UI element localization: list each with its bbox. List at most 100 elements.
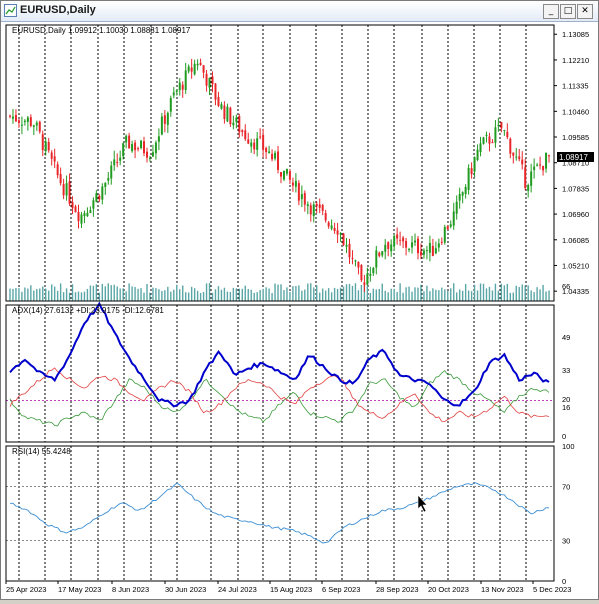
candle-body — [250, 142, 253, 147]
adx-scale-label: 33 — [562, 366, 570, 375]
panel-frame — [5, 445, 555, 582]
grid-lines — [18, 25, 527, 581]
candle-body — [44, 141, 47, 152]
candle-body — [473, 157, 476, 172]
candle-body — [345, 244, 348, 247]
candle-body — [419, 251, 422, 256]
adx-scale-label: 16 — [562, 403, 570, 412]
adx-scale-label: 20 — [562, 395, 570, 404]
price-scale-label: 1.13085 — [562, 30, 589, 39]
candle-body — [9, 115, 11, 117]
chart-area[interactable]: 1.13085 1.12210 1.11335 1.10460 1.09585 1.087… — [1, 22, 598, 599]
candle-body — [125, 135, 128, 143]
candle-body — [151, 152, 154, 157]
restore-button[interactable]: □ — [560, 4, 576, 19]
candle-body — [259, 136, 262, 138]
candle-body — [32, 125, 35, 127]
rsi-scale-label: 100 — [562, 442, 575, 451]
candle-body — [235, 117, 238, 122]
candle-body — [113, 159, 116, 166]
candlestick-series — [9, 58, 551, 292]
candle-body — [148, 157, 151, 159]
candle-body — [446, 226, 449, 230]
candle-body — [482, 137, 485, 144]
candle-body — [351, 257, 354, 259]
price-scale-label: 1.10460 — [562, 107, 589, 116]
candle-body — [205, 73, 208, 86]
candle-body — [387, 242, 390, 249]
candle-body — [214, 83, 217, 100]
time-axis-label: 8 Jun 2023 — [112, 585, 149, 594]
candle-body — [396, 234, 399, 239]
candle-body — [119, 157, 122, 161]
price-scale-label: 1.04335 — [562, 287, 589, 296]
candle-body — [381, 251, 384, 256]
chart-window-icon — [4, 4, 17, 17]
rsi-series — [6, 482, 554, 544]
candle-body — [241, 130, 244, 132]
candle-body — [354, 260, 357, 262]
price-scale-label: 1.05210 — [562, 261, 589, 270]
candle-body — [321, 204, 324, 211]
candle-body — [202, 65, 205, 73]
candle-body — [143, 141, 146, 154]
candle-body — [131, 144, 134, 152]
chart-canvas[interactable]: 1.13085 1.12210 1.11335 1.10460 1.09585 1.087… — [1, 22, 598, 599]
candle-body — [122, 143, 125, 157]
candle-body — [491, 142, 494, 144]
candle-body — [172, 92, 175, 96]
candle-body — [110, 165, 113, 179]
rsi-scale-label: 70 — [562, 483, 570, 492]
window-title: EURUSD,Daily — [20, 4, 96, 16]
candle-body — [536, 164, 539, 166]
candle-body — [366, 273, 369, 285]
candle-body — [542, 165, 545, 171]
time-axis-label: 25 Apr 2023 — [6, 585, 46, 594]
price-scale-label: 1.11335 — [562, 82, 589, 91]
candle-body — [440, 241, 443, 243]
time-axis-label: 30 Jun 2023 — [165, 585, 206, 594]
candle-body — [50, 152, 53, 159]
candle-body — [80, 214, 83, 224]
candle-body — [500, 122, 503, 129]
candle-body — [408, 249, 411, 251]
rsi-scale-label: 30 — [562, 537, 570, 546]
candle-body — [169, 98, 172, 112]
candle-body — [89, 210, 92, 213]
window-titlebar[interactable]: EURUSD,Daily _ □ ✕ — [1, 1, 598, 22]
candle-body — [175, 90, 178, 93]
candle-body — [190, 67, 193, 72]
rsi-scale-label: 0 — [562, 577, 566, 586]
candle-body — [402, 237, 405, 242]
candle-body — [452, 211, 455, 226]
candle-body — [181, 84, 184, 90]
minimize-button[interactable]: _ — [543, 4, 559, 19]
candle-body — [533, 166, 536, 171]
time-axis-label: 13 Nov 2023 — [481, 585, 524, 594]
candle-body — [274, 152, 277, 159]
adx-scale-label: 66 — [562, 282, 570, 291]
candle-body — [518, 156, 521, 160]
candle-body — [309, 205, 312, 215]
candle-body — [280, 172, 282, 177]
candle-body — [414, 240, 417, 243]
candle-body — [372, 267, 375, 274]
candle-body — [324, 213, 327, 221]
candle-body — [137, 148, 140, 150]
candle-body — [476, 149, 479, 160]
candle-body — [104, 183, 107, 187]
candle-body — [375, 250, 378, 268]
candle-body — [208, 77, 211, 88]
candle-body — [467, 167, 470, 190]
candle-body — [497, 124, 500, 126]
candle-body — [211, 76, 214, 85]
candle-body — [256, 138, 259, 150]
candle-body — [116, 161, 119, 163]
candle-body — [336, 230, 339, 235]
candle-body — [348, 243, 351, 258]
candle-body — [74, 206, 77, 213]
panel-frames — [5, 24, 555, 582]
candle-body — [184, 70, 187, 90]
candle-body — [428, 242, 431, 253]
close-button[interactable]: ✕ — [577, 4, 593, 19]
